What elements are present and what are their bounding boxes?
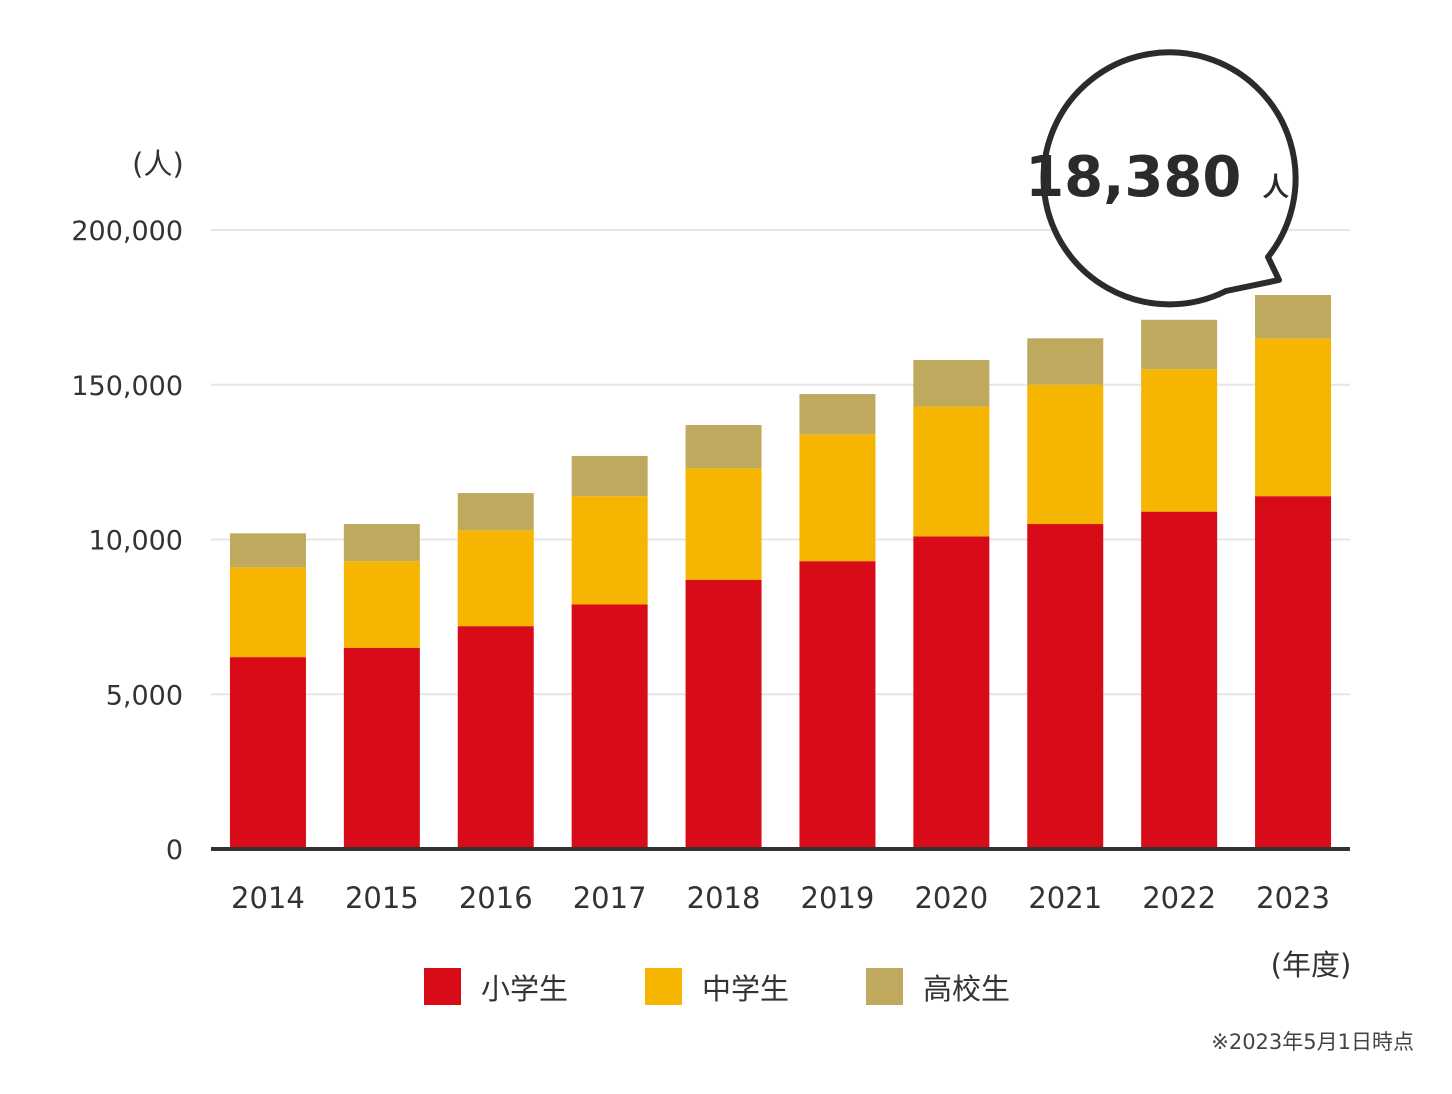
bar-segment-2 xyxy=(229,567,306,658)
bar-segment-2 xyxy=(799,434,876,562)
bar-segment-3 xyxy=(913,359,990,407)
x-axis-unit-label: (年度) xyxy=(1271,948,1352,982)
legend-label: 中学生 xyxy=(702,972,789,1006)
bar-segment-2 xyxy=(1255,338,1332,497)
x-tick-label: 2014 xyxy=(231,881,305,915)
bar-segment-2 xyxy=(913,406,990,537)
bar-segment-1 xyxy=(685,579,762,849)
bar-segment-1 xyxy=(343,647,420,849)
bar-segment-2 xyxy=(571,496,648,605)
y-axis-ticks: 0 5,000 10,000 150,000 200,000 xyxy=(71,216,183,866)
bar-segment-1 xyxy=(1141,511,1218,849)
x-tick-label: 2018 xyxy=(687,881,761,915)
x-tick-label: 2015 xyxy=(345,881,419,915)
bar-segment-3 xyxy=(229,533,306,568)
bar-segment-3 xyxy=(571,455,648,497)
legend: 小学生 中学生 高校生 xyxy=(424,968,1010,1006)
x-tick-label: 2020 xyxy=(914,881,988,915)
bar-segment-3 xyxy=(685,424,762,469)
bar-segment-1 xyxy=(229,657,306,849)
x-tick-label: 2023 xyxy=(1256,881,1330,915)
bar-segment-1 xyxy=(457,626,534,849)
bar-segment-1 xyxy=(1255,496,1332,849)
legend-swatch xyxy=(424,968,461,1005)
y-tick-label: 200,000 xyxy=(71,216,183,247)
x-tick-label: 2021 xyxy=(1028,881,1102,915)
callout-bubble-shape xyxy=(1040,49,1299,308)
x-tick-label: 2022 xyxy=(1142,881,1216,915)
bar-segment-3 xyxy=(457,493,534,531)
bar-segment-3 xyxy=(799,394,876,435)
bar-segment-1 xyxy=(1027,524,1104,849)
bar-segment-1 xyxy=(799,561,876,849)
legend-label: 高校生 xyxy=(923,972,1010,1006)
y-tick-label: 0 xyxy=(166,835,183,866)
bar-segment-1 xyxy=(913,536,990,849)
callout-value: 18,380 人 xyxy=(1025,145,1289,210)
legend-label: 小学生 xyxy=(481,972,568,1006)
footnote: ※2023年5月1日時点 xyxy=(1211,1030,1414,1054)
x-tick-label: 2016 xyxy=(459,881,533,915)
callout-number: 18,380 xyxy=(1025,145,1241,210)
bar-segment-2 xyxy=(343,561,420,648)
bar-segment-3 xyxy=(1141,319,1218,370)
bar-segment-2 xyxy=(1027,384,1104,525)
legend-swatch xyxy=(866,968,903,1005)
bar-segment-3 xyxy=(1255,294,1332,339)
callout-bubble: 18,380 人 xyxy=(1025,49,1299,308)
bar-segment-3 xyxy=(343,524,420,562)
bars xyxy=(229,294,1332,849)
bar-segment-3 xyxy=(1027,338,1104,385)
x-axis-ticks: 2014 2015 2016 2017 2018 2019 2020 2021 2022 2023 xyxy=(231,881,1330,915)
y-axis-unit-label: (人) xyxy=(132,147,184,181)
bar-segment-2 xyxy=(457,530,534,627)
bar-segment-1 xyxy=(571,604,648,849)
bar-segment-2 xyxy=(1141,369,1218,512)
y-tick-label: 10,000 xyxy=(89,526,183,557)
callout-unit: 人 xyxy=(1263,173,1289,203)
x-tick-label: 2017 xyxy=(573,881,647,915)
y-tick-label: 150,000 xyxy=(71,371,183,402)
bar-segment-2 xyxy=(685,468,762,580)
x-tick-label: 2019 xyxy=(801,881,875,915)
legend-swatch xyxy=(645,968,682,1005)
y-tick-label: 5,000 xyxy=(106,680,183,711)
